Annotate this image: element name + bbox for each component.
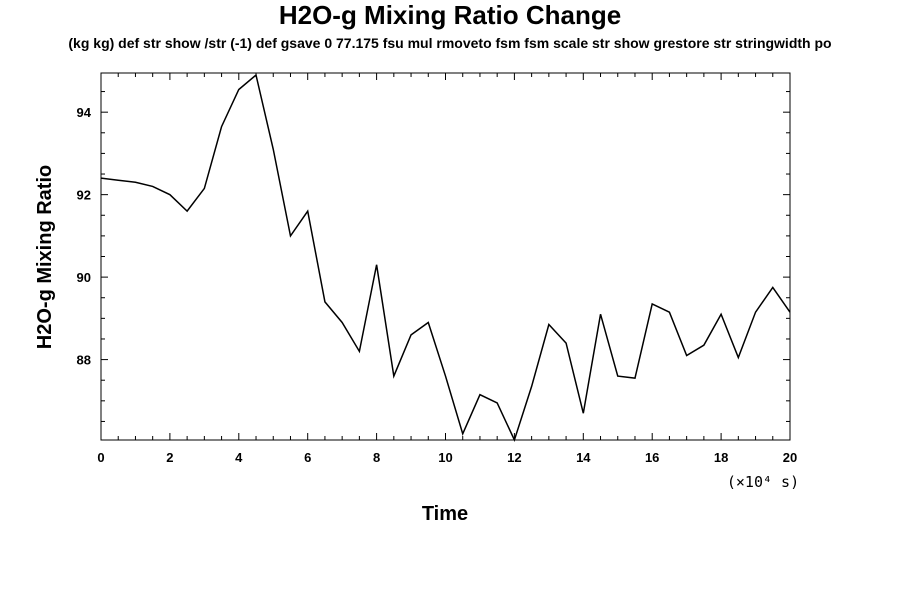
- plot-area-frame: [100, 72, 791, 441]
- x-tick-label: 16: [645, 450, 659, 465]
- x-tick-label: 8: [373, 450, 380, 465]
- x-tick-label: 4: [235, 450, 243, 465]
- chart-subtitle: (kg kg) def str show /str (-1) def gsave…: [68, 35, 832, 51]
- x-tick-label: 6: [304, 450, 311, 465]
- y-axis-title: H2O-g Mixing Ratio: [34, 165, 56, 349]
- tick-labels: 0 2 4 6 8 10 12 14 16 18 20 88 90 92 94: [77, 105, 798, 465]
- x-tick-label: 10: [438, 450, 452, 465]
- series-line: [100, 73, 791, 443]
- x-tick-label: 12: [507, 450, 521, 465]
- series-layer: [100, 73, 791, 443]
- x-axis-unit-label: (×10⁴ s): [727, 473, 799, 491]
- y-tick-label: 90: [77, 270, 91, 285]
- x-tick-label: 14: [576, 450, 591, 465]
- y-tick-label: 94: [77, 105, 92, 120]
- x-tick-label: 18: [714, 450, 728, 465]
- x-tick-label: 20: [783, 450, 797, 465]
- y-tick-label: 92: [77, 188, 91, 203]
- tick-marks: [100, 73, 791, 440]
- x-axis-title: Time: [422, 503, 468, 525]
- chart-title: H2O-g Mixing Ratio Change: [278, 0, 622, 30]
- x-tick-label: 0: [97, 450, 104, 465]
- y-tick-label: 88: [77, 353, 91, 368]
- x-tick-label: 2: [166, 450, 173, 465]
